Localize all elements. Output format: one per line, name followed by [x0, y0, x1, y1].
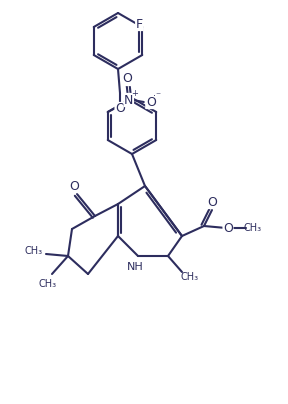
Text: O: O [207, 196, 217, 208]
Text: F: F [136, 17, 143, 30]
Text: CH₃: CH₃ [39, 279, 57, 289]
Text: ·⁻: ·⁻ [153, 91, 161, 101]
Text: O: O [146, 95, 156, 109]
Text: O: O [122, 72, 132, 86]
Text: O: O [115, 103, 125, 116]
Text: CH₃: CH₃ [181, 272, 199, 282]
Text: NH: NH [127, 262, 143, 272]
Text: +: + [131, 90, 138, 99]
Text: CH₃: CH₃ [25, 246, 43, 256]
Text: CH₃: CH₃ [244, 223, 262, 233]
Text: N: N [124, 93, 133, 107]
Text: O: O [223, 221, 233, 234]
Text: O: O [69, 179, 79, 192]
